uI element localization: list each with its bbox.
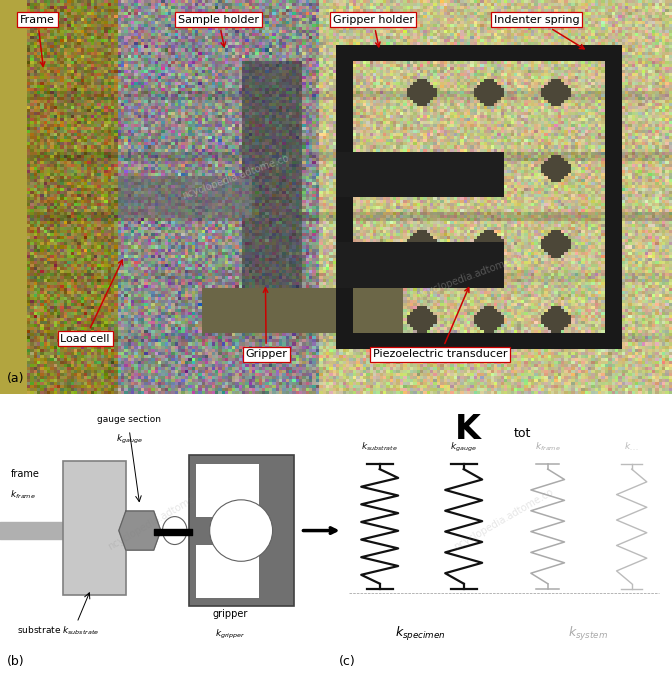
Text: $k_{system}$: $k_{system}$ (568, 625, 608, 643)
Text: ncyclopedia.adtome.co: ncyclopedia.adtome.co (452, 487, 556, 552)
Text: $k_{frame}$: $k_{frame}$ (535, 441, 560, 453)
Text: Frame: Frame (20, 15, 55, 67)
Text: (c): (c) (339, 655, 356, 668)
FancyBboxPatch shape (196, 544, 259, 598)
Text: ncyclopedia.adtome.co: ncyclopedia.adtome.co (180, 153, 290, 201)
Text: Sample holder: Sample holder (178, 15, 259, 47)
Text: $k_{substrate}$: $k_{substrate}$ (362, 441, 398, 453)
FancyBboxPatch shape (63, 461, 126, 595)
Text: gauge section: gauge section (97, 415, 161, 423)
Text: $k_{...}$: $k_{...}$ (624, 441, 639, 453)
Text: $\mathbf{K}$: $\mathbf{K}$ (454, 413, 482, 446)
Text: $k_{frame}$: $k_{frame}$ (11, 488, 36, 501)
FancyBboxPatch shape (189, 455, 294, 606)
Text: $k_{gauge}$: $k_{gauge}$ (450, 441, 477, 454)
Text: Indenter spring: Indenter spring (494, 15, 584, 49)
Text: $k_{gripper}$: $k_{gripper}$ (216, 628, 246, 641)
Text: (a): (a) (7, 372, 24, 385)
Text: Load cell: Load cell (60, 260, 122, 344)
Text: ncyclopedia.adtome.co: ncyclopedia.adtome.co (106, 487, 209, 552)
Ellipse shape (210, 500, 273, 561)
Text: ncyclopedia.adtome.co: ncyclopedia.adtome.co (415, 252, 526, 299)
Text: $k_{gauge}$: $k_{gauge}$ (116, 433, 142, 446)
Text: gripper: gripper (213, 609, 249, 619)
FancyBboxPatch shape (196, 464, 259, 517)
Text: Gripper: Gripper (245, 288, 287, 359)
Text: (b): (b) (7, 655, 25, 668)
Text: substrate $k_{substrate}$: substrate $k_{substrate}$ (17, 625, 99, 637)
Text: $k_{specimen}$: $k_{specimen}$ (394, 625, 446, 643)
Text: tot: tot (514, 427, 532, 440)
Text: frame: frame (11, 470, 40, 479)
Ellipse shape (163, 517, 187, 544)
Polygon shape (119, 511, 161, 550)
Text: Gripper holder: Gripper holder (333, 15, 414, 47)
Text: Piezoelectric transducer: Piezoelectric transducer (373, 287, 507, 359)
